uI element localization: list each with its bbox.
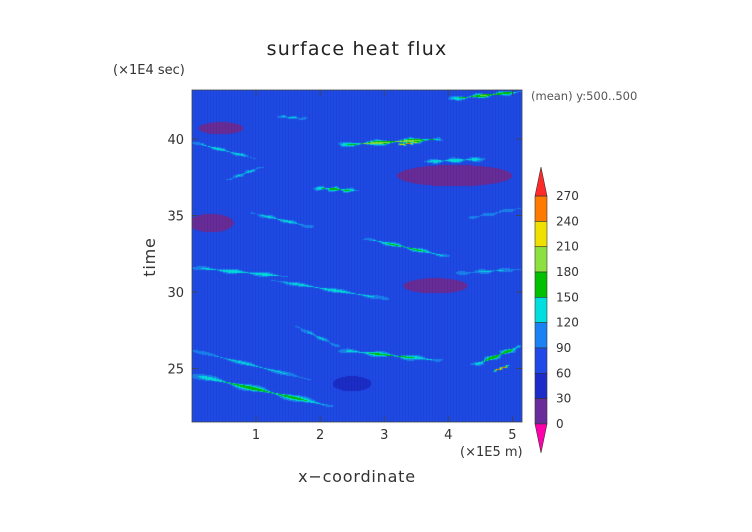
- colorbar-label-4: 120: [556, 316, 579, 330]
- colorbar-box-2: [534, 372, 548, 399]
- colorbar-box-8: [534, 221, 548, 248]
- colorbar-box-1: [534, 398, 548, 425]
- colorbar-box-6: [534, 271, 548, 298]
- x-tick-label-4: 5: [508, 428, 516, 443]
- plot-frame: [191, 89, 523, 423]
- colorbar-label-2: 60: [556, 366, 571, 380]
- colorbar-label-8: 240: [556, 214, 579, 228]
- colorbar-label-9: 270: [556, 189, 579, 203]
- colorbar-bottom-triangle: [534, 423, 548, 454]
- y-tick-label-0: 25: [167, 362, 184, 377]
- mean-annotation: (mean) y:500..500: [531, 89, 637, 103]
- plot-area: [191, 89, 523, 423]
- colorbar-top-triangle: [534, 166, 548, 197]
- colorbar-box-9: [534, 195, 548, 222]
- y-axis-label: time: [140, 237, 159, 276]
- colorbar-box-5: [534, 297, 548, 323]
- y-tick-label-1: 30: [167, 286, 184, 301]
- x-axis-ticks: 1 2 3 4 5: [252, 90, 517, 443]
- colorbar-box-3: [534, 347, 548, 374]
- colorbar-label-7: 210: [556, 240, 579, 254]
- x-axis-label: x−coordinate: [298, 467, 416, 486]
- colorbar-label-0: 0: [556, 417, 564, 431]
- colorbar-label-6: 180: [556, 265, 579, 279]
- x-tick-label-3: 4: [444, 428, 452, 443]
- colorbar: 0 30 60 90 120 150 180 210 240 270: [534, 166, 579, 454]
- y-tick-label-3: 40: [167, 133, 184, 148]
- colorbar-box-7: [534, 246, 548, 273]
- x-tick-label-2: 3: [380, 428, 388, 443]
- heatmap-field: [192, 90, 522, 422]
- colorbar-label-3: 90: [556, 341, 571, 355]
- colorbar-label-5: 150: [556, 290, 579, 304]
- x-tick-label-1: 2: [316, 428, 324, 443]
- x-unit-label: (×1E5 m): [460, 445, 523, 460]
- chart-title: surface heat flux: [267, 38, 448, 60]
- colorbar-label-1: 30: [556, 392, 571, 406]
- y-axis-ticks: 25 30 35 40: [167, 133, 522, 377]
- y-tick-label-2: 35: [167, 209, 184, 224]
- colorbar-box-4: [534, 322, 548, 349]
- y-unit-label: (×1E4 sec): [113, 63, 185, 78]
- x-tick-label-0: 1: [252, 428, 260, 443]
